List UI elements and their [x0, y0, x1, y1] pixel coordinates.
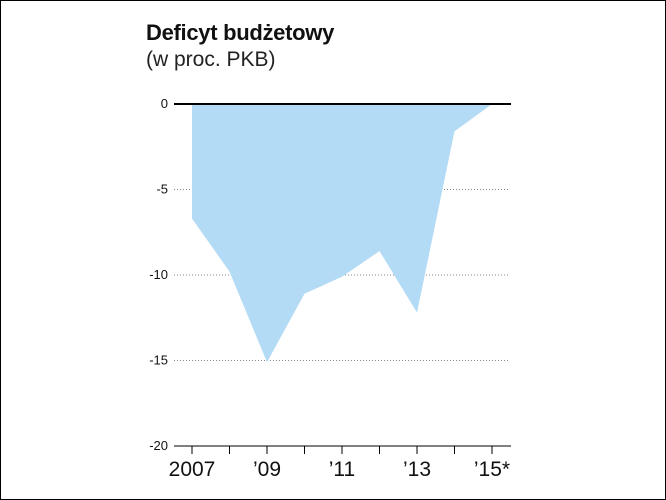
y-tick-label: -5	[156, 182, 168, 197]
x-tick-label: ’09	[253, 458, 281, 481]
x-tick-label: 2007	[169, 458, 216, 481]
axis-layer	[174, 103, 511, 454]
x-tick-label: ’13	[403, 458, 431, 481]
y-tick-label: -20	[149, 438, 168, 453]
y-tick-label: -15	[149, 353, 168, 368]
x-tick-label: ’15*	[474, 458, 510, 481]
deficit-area	[192, 104, 492, 363]
y-tick-label: -10	[149, 267, 168, 282]
y-tick-label: 0	[161, 96, 168, 111]
chart-title: Deficyt budżetowy	[146, 20, 335, 45]
x-tick-label: ’11	[329, 458, 355, 481]
chart-subtitle: (w proc. PKB)	[146, 48, 276, 71]
area-layer	[192, 104, 492, 363]
